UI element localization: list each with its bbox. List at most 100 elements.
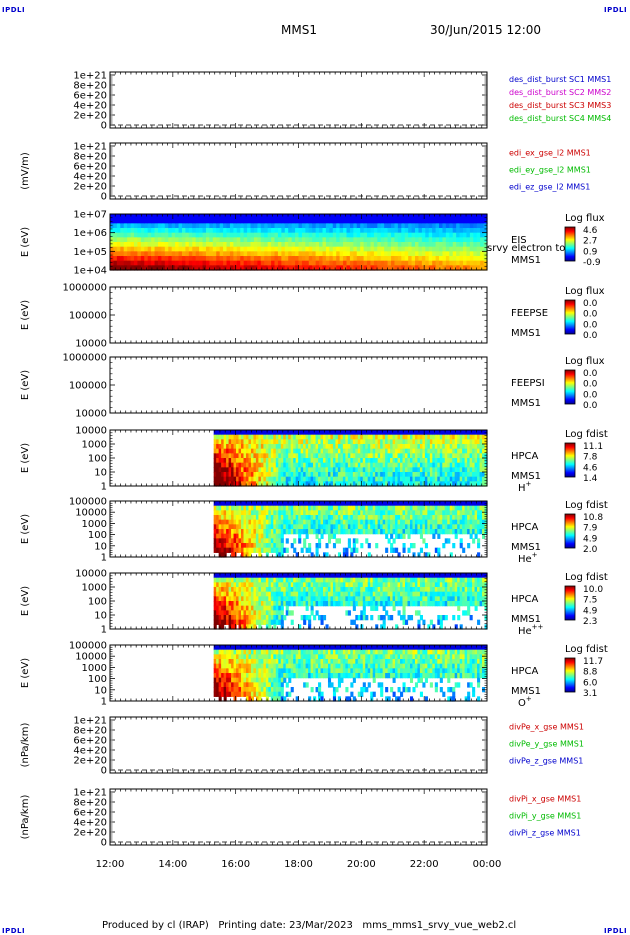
heatmap-cell [370, 615, 373, 620]
heatmap-cell [124, 247, 128, 252]
heatmap-cell [299, 228, 303, 233]
heatmap-cell [257, 219, 261, 224]
heatmap-cell [144, 223, 148, 228]
heatmap-cell [405, 237, 409, 242]
heatmap-cell [394, 256, 398, 261]
heatmap-cell [412, 261, 416, 266]
heatmap-cell [449, 256, 453, 261]
heatmap-cell [340, 247, 344, 252]
heatmap-cell [161, 233, 165, 238]
heatmap-cell [322, 223, 326, 228]
heatmap-cell [425, 233, 429, 238]
heatmap-cell [185, 233, 189, 238]
heatmap-cell [179, 261, 183, 266]
heatmap-cell [408, 223, 412, 228]
heatmap-cell [268, 261, 272, 266]
heatmap-cell [348, 538, 351, 543]
heatmap-cell [429, 261, 433, 266]
heatmap-cell [192, 247, 196, 252]
heatmap-cell [216, 261, 220, 266]
heatmap-cell [148, 242, 152, 247]
heatmap-cell [343, 256, 347, 261]
heatmap-cell [377, 256, 381, 261]
heatmap-cell [110, 242, 114, 247]
heatmap-cell [216, 228, 220, 233]
heatmap-cell [407, 534, 410, 539]
heatmap-cell [316, 242, 320, 247]
heatmap-cell [415, 242, 419, 247]
heatmap-cell [117, 219, 121, 224]
heatmap-cell [473, 233, 477, 238]
heatmap-cell [305, 256, 309, 261]
heatmap-cell [189, 214, 193, 219]
heatmap-cell [257, 261, 261, 266]
heatmap-cell [425, 247, 429, 252]
heatmap-cell [384, 219, 388, 224]
heatmap-cell [374, 261, 378, 266]
heatmap-cell [185, 242, 189, 247]
heatmap-cell [172, 261, 176, 266]
heatmap-cell [175, 233, 179, 238]
heatmap-cell [303, 538, 306, 543]
heatmap-cell [430, 620, 433, 625]
heatmap-cell [364, 256, 368, 261]
heatmap-cell [199, 233, 203, 238]
heatmap-cell [343, 251, 347, 256]
heatmap-cell [261, 242, 265, 247]
heatmap-cell [120, 242, 124, 247]
heatmap-cell [466, 256, 470, 261]
heatmap-cell [329, 242, 333, 247]
heatmap-cell [151, 256, 155, 261]
heatmap-cell [412, 247, 416, 252]
heatmap-cell [288, 247, 292, 252]
heatmap-cell [470, 219, 474, 224]
colorbar-tick: 7.9 [583, 524, 598, 534]
heatmap-cell [148, 228, 152, 233]
heatmap-cell [353, 228, 357, 233]
heatmap-cell [151, 233, 155, 238]
heatmap-cell [470, 242, 474, 247]
heatmap-cell [261, 251, 265, 256]
heatmap-cell [209, 261, 213, 266]
heatmap-cell [456, 237, 460, 242]
heatmap-cell [353, 233, 357, 238]
heatmap-cell [295, 242, 299, 247]
heatmap-cell [237, 256, 241, 261]
heatmap-cell [172, 219, 176, 224]
heatmap-cell [343, 242, 347, 247]
heatmap-cell [268, 256, 272, 261]
heatmap-cell [192, 237, 196, 242]
corner-label-tl: IPDLI [2, 6, 25, 14]
heatmap-cell [326, 251, 330, 256]
heatmap-cell [360, 543, 363, 548]
heatmap-cell [470, 615, 473, 620]
heatmap-cell [137, 242, 141, 247]
instrument-label: HPCA [511, 522, 539, 533]
heatmap-cell [357, 219, 361, 224]
colorbar-tick: 4.6 [583, 463, 598, 473]
heatmap-cell [261, 219, 265, 224]
heatmap-cell [477, 261, 481, 266]
heatmap-cell [367, 223, 371, 228]
heatmap-cell [436, 261, 440, 266]
heatmap-cell [353, 261, 357, 266]
heatmap-cell [463, 256, 467, 261]
heatmap-cell [418, 242, 422, 247]
heatmap-cell [244, 223, 248, 228]
heatmap-cell [449, 261, 453, 266]
heatmap-cell [346, 242, 350, 247]
heatmap-cell [398, 223, 402, 228]
heatmap-cell [281, 610, 284, 615]
heatmap-cell [350, 228, 354, 233]
heatmap-cell [281, 256, 285, 261]
heatmap-cell [305, 247, 309, 252]
heatmap-cell [340, 233, 344, 238]
heatmap-cell [223, 237, 227, 242]
heatmap-cell [237, 261, 241, 266]
heatmap-cell [460, 538, 463, 543]
heatmap-cell [134, 223, 138, 228]
heatmap-cell [442, 247, 446, 252]
heatmap-cell [209, 223, 213, 228]
panel-feepsi [110, 357, 575, 413]
heatmap-cell [298, 534, 301, 539]
